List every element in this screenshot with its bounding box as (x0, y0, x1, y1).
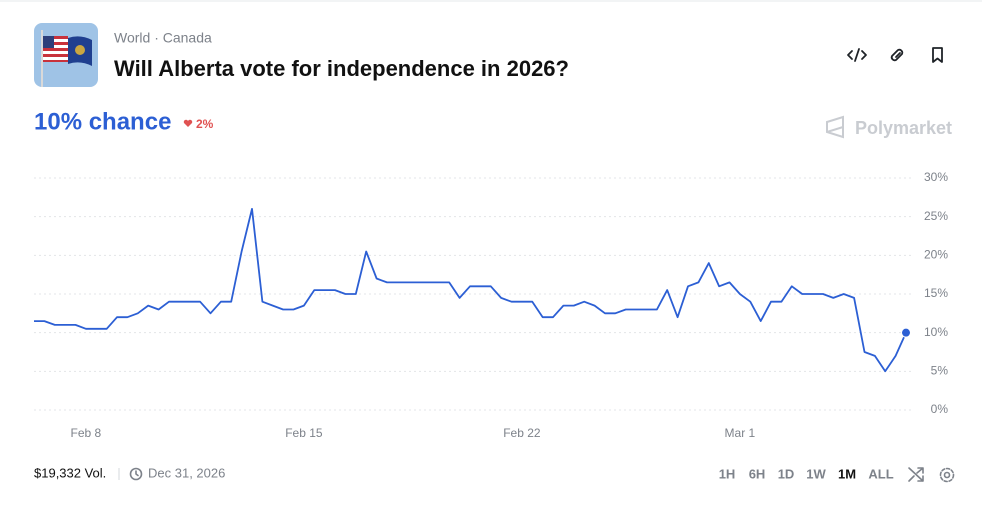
x-tick-label: Mar 1 (725, 426, 756, 440)
link-button[interactable] (890, 48, 904, 62)
chart: 0% 5% 10% 15% 20% 25% 30% Feb 8 Feb 15 Feb 22 Mar … (34, 170, 948, 440)
x-tick-label: Feb 15 (285, 426, 323, 440)
breadcrumb[interactable]: World · Canada (114, 30, 212, 46)
y-tick-label: 0% (931, 402, 949, 416)
settings-button[interactable] (939, 467, 955, 483)
current-point (901, 327, 911, 338)
y-tick-label: 20% (924, 248, 948, 262)
price-line (34, 208, 907, 373)
timeframe-button[interactable]: 1H (719, 466, 736, 481)
timeframe-button[interactable]: 6H (749, 466, 766, 481)
brand-name: Polymarket (855, 118, 952, 138)
end-date: Dec 31, 2026 (148, 465, 225, 480)
x-tick-label: Feb 22 (503, 426, 541, 440)
timeframe-button[interactable]: 1M (838, 466, 856, 481)
brand-logo: Polymarket (826, 115, 952, 139)
y-tick-label: 15% (924, 286, 948, 300)
embed-button[interactable] (847, 48, 867, 62)
y-tick-label: 25% (924, 209, 948, 223)
market-image (34, 23, 98, 87)
y-tick-label: 30% (924, 170, 948, 184)
change-icon (183, 119, 193, 127)
volume: $19,332 Vol. (34, 465, 106, 480)
timeframe-button[interactable]: 1W (806, 466, 826, 481)
market-title: Will Alberta vote for independence in 20… (114, 56, 569, 81)
bookmark-button[interactable] (932, 47, 943, 63)
x-tick-label: Feb 8 (71, 426, 102, 440)
y-tick-label: 10% (924, 325, 948, 339)
chance-value: 10% chance (34, 108, 171, 135)
change-value: 2% (196, 117, 214, 131)
timeframe-button[interactable]: ALL (868, 466, 893, 481)
y-tick-label: 5% (931, 364, 949, 378)
timeframe-button[interactable]: 1D (778, 466, 795, 481)
timeframe-selector: 1H 6H 1D 1W 1M ALL (719, 466, 894, 481)
clock-icon (129, 467, 143, 481)
compare-button[interactable] (908, 467, 924, 482)
